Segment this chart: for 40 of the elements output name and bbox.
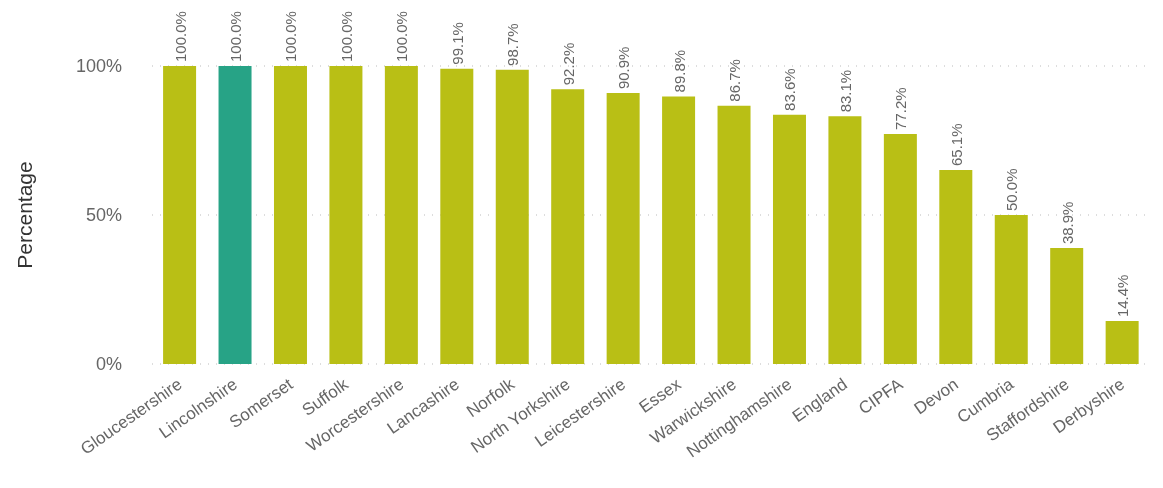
data-label: 50.0% [1002, 168, 1020, 211]
bar [273, 66, 307, 364]
data-label: 98.7% [503, 23, 521, 66]
data-label: 86.7% [725, 59, 743, 102]
bar [384, 66, 418, 364]
data-label: 77.2% [891, 87, 909, 130]
data-label: 100.0% [226, 11, 244, 62]
bar [329, 66, 363, 364]
bar [883, 133, 917, 364]
bar [717, 105, 751, 364]
bar [828, 116, 862, 364]
bar [440, 68, 474, 364]
bar [939, 170, 973, 364]
data-label: 99.1% [448, 22, 466, 65]
y-axis-title: Percentage [12, 161, 36, 269]
data-label: 38.9% [1058, 201, 1076, 245]
bar [1050, 248, 1084, 364]
data-label: 100.0% [392, 11, 410, 62]
bar [495, 69, 529, 364]
bar [163, 66, 197, 364]
data-label: 83.6% [780, 68, 798, 111]
data-label: 100.0% [337, 11, 355, 62]
bar [662, 96, 696, 364]
bar [606, 93, 640, 364]
bar [551, 89, 585, 364]
data-label: 100.0% [281, 11, 299, 62]
bar [1105, 321, 1139, 364]
data-label: 65.1% [947, 123, 965, 166]
bar [218, 66, 252, 364]
data-label: 14.4% [1113, 274, 1131, 318]
bar [772, 114, 806, 364]
bar [994, 215, 1028, 364]
y-tick-label: 100% [75, 56, 122, 76]
data-label: 83.1% [836, 69, 854, 113]
y-tick-label: 50% [85, 205, 122, 225]
data-label: 90.9% [614, 46, 632, 90]
data-label: 100.0% [171, 11, 189, 62]
y-tick-label: 0% [95, 354, 122, 374]
data-label: 92.2% [559, 42, 577, 86]
data-label: 89.8% [670, 49, 688, 93]
